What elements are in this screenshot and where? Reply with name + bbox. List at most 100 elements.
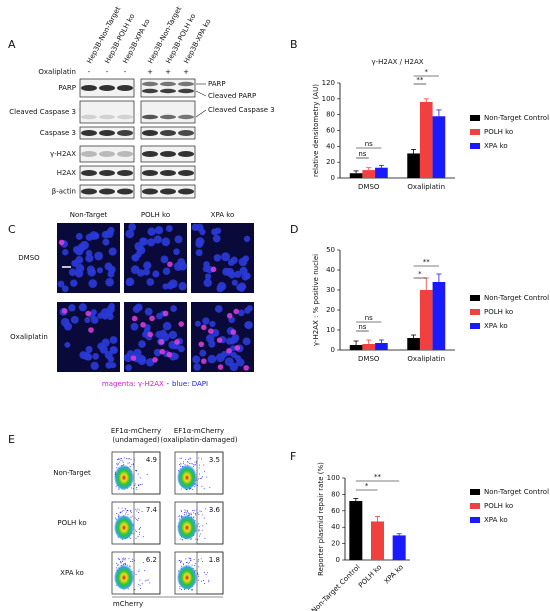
event-dot	[116, 513, 118, 515]
blot-band	[178, 151, 194, 157]
event-dot	[205, 523, 207, 525]
blot-band	[160, 170, 176, 176]
gamma-h2ax-nucleus	[162, 310, 169, 317]
nucleus	[156, 312, 163, 320]
nucleus	[217, 281, 227, 291]
event-dot	[118, 487, 120, 489]
event-dot	[137, 508, 139, 510]
nucleus	[107, 355, 115, 363]
event-dot	[124, 562, 126, 564]
bar	[407, 338, 420, 350]
nucleus	[143, 261, 152, 270]
nucleus	[162, 321, 172, 331]
nucleus	[178, 261, 187, 271]
nucleus	[152, 270, 160, 278]
blot-band	[160, 81, 176, 87]
blot-band	[117, 188, 133, 195]
blot-band	[117, 114, 133, 120]
nucleus	[165, 225, 173, 233]
event-dot	[185, 512, 187, 514]
event-dot	[141, 483, 143, 485]
blot-row-label: Caspase 3	[40, 129, 76, 137]
legend-label: Non-Target Control	[484, 114, 549, 122]
event-dot	[203, 464, 205, 466]
nucleus	[193, 363, 201, 371]
bar	[432, 282, 446, 350]
gamma-h2ax-nucleus	[226, 312, 233, 319]
event-dot	[116, 459, 118, 461]
blot-band	[81, 151, 97, 157]
nucleus	[146, 238, 156, 247]
event-dot	[197, 579, 199, 581]
blot-band	[99, 85, 115, 91]
nucleus	[161, 237, 171, 247]
gate	[196, 451, 224, 495]
nucleus	[70, 315, 79, 324]
micrograph	[57, 223, 120, 293]
event-dot	[188, 561, 190, 563]
gamma-h2ax-nucleus	[159, 348, 166, 355]
blot-right-label: Cleaved Caspase 3	[208, 106, 275, 114]
event-dot	[199, 473, 201, 475]
gamma-h2ax-nucleus	[234, 345, 241, 351]
gamma-h2ax-nucleus	[174, 339, 180, 345]
event-dot	[139, 526, 141, 528]
nucleus	[178, 282, 187, 291]
event-dot	[141, 511, 143, 513]
nucleus	[207, 354, 217, 364]
nucleus	[80, 240, 89, 250]
event-dot	[137, 520, 139, 522]
nucleus	[211, 228, 219, 236]
nucleus	[105, 361, 113, 369]
event-dot	[129, 510, 131, 512]
event-dot	[130, 511, 132, 513]
nucleus	[92, 353, 99, 360]
event-dot	[122, 510, 124, 512]
y-tick-label: 0	[331, 174, 335, 182]
x-axis-label: mCherry	[113, 600, 143, 608]
blot-band	[160, 151, 176, 157]
event-dot	[115, 584, 117, 586]
event-dot	[180, 510, 182, 512]
event-dot	[198, 457, 200, 459]
y-tick-label: 120	[322, 79, 335, 87]
y-tick-label: 100	[327, 474, 340, 482]
nucleus	[238, 257, 248, 267]
event-dot	[123, 457, 125, 459]
nucleus	[125, 277, 135, 287]
nucleus	[57, 280, 65, 288]
event-dot	[191, 489, 193, 491]
event-dot	[138, 584, 140, 586]
density	[114, 513, 134, 540]
bar	[371, 521, 384, 560]
nucleus	[231, 279, 238, 286]
event-dot	[203, 517, 205, 519]
event-dot	[182, 563, 184, 565]
event-dot	[179, 587, 181, 589]
event-dot	[124, 557, 126, 559]
gate	[196, 551, 224, 595]
nucleus	[135, 251, 142, 258]
event-dot	[139, 484, 141, 486]
event-dot	[138, 570, 140, 572]
blot-band	[142, 188, 158, 195]
event-dot	[126, 457, 128, 459]
event-dot	[139, 588, 141, 590]
event-dot	[135, 574, 137, 576]
density	[114, 463, 134, 490]
bar	[419, 102, 433, 178]
event-dot	[135, 483, 137, 485]
event-dot	[118, 559, 120, 561]
significance-label: *	[365, 482, 369, 490]
treatment-mark: -	[88, 68, 91, 76]
nucleus	[132, 305, 141, 314]
nucleus	[191, 223, 199, 232]
event-dot	[187, 458, 189, 460]
bar	[407, 153, 420, 178]
nucleus	[213, 254, 222, 262]
event-dot	[116, 464, 118, 466]
legend-swatch	[470, 115, 480, 121]
nucleus	[177, 345, 185, 353]
blot-row-label: PARP	[58, 84, 76, 92]
nucleus	[194, 320, 201, 327]
